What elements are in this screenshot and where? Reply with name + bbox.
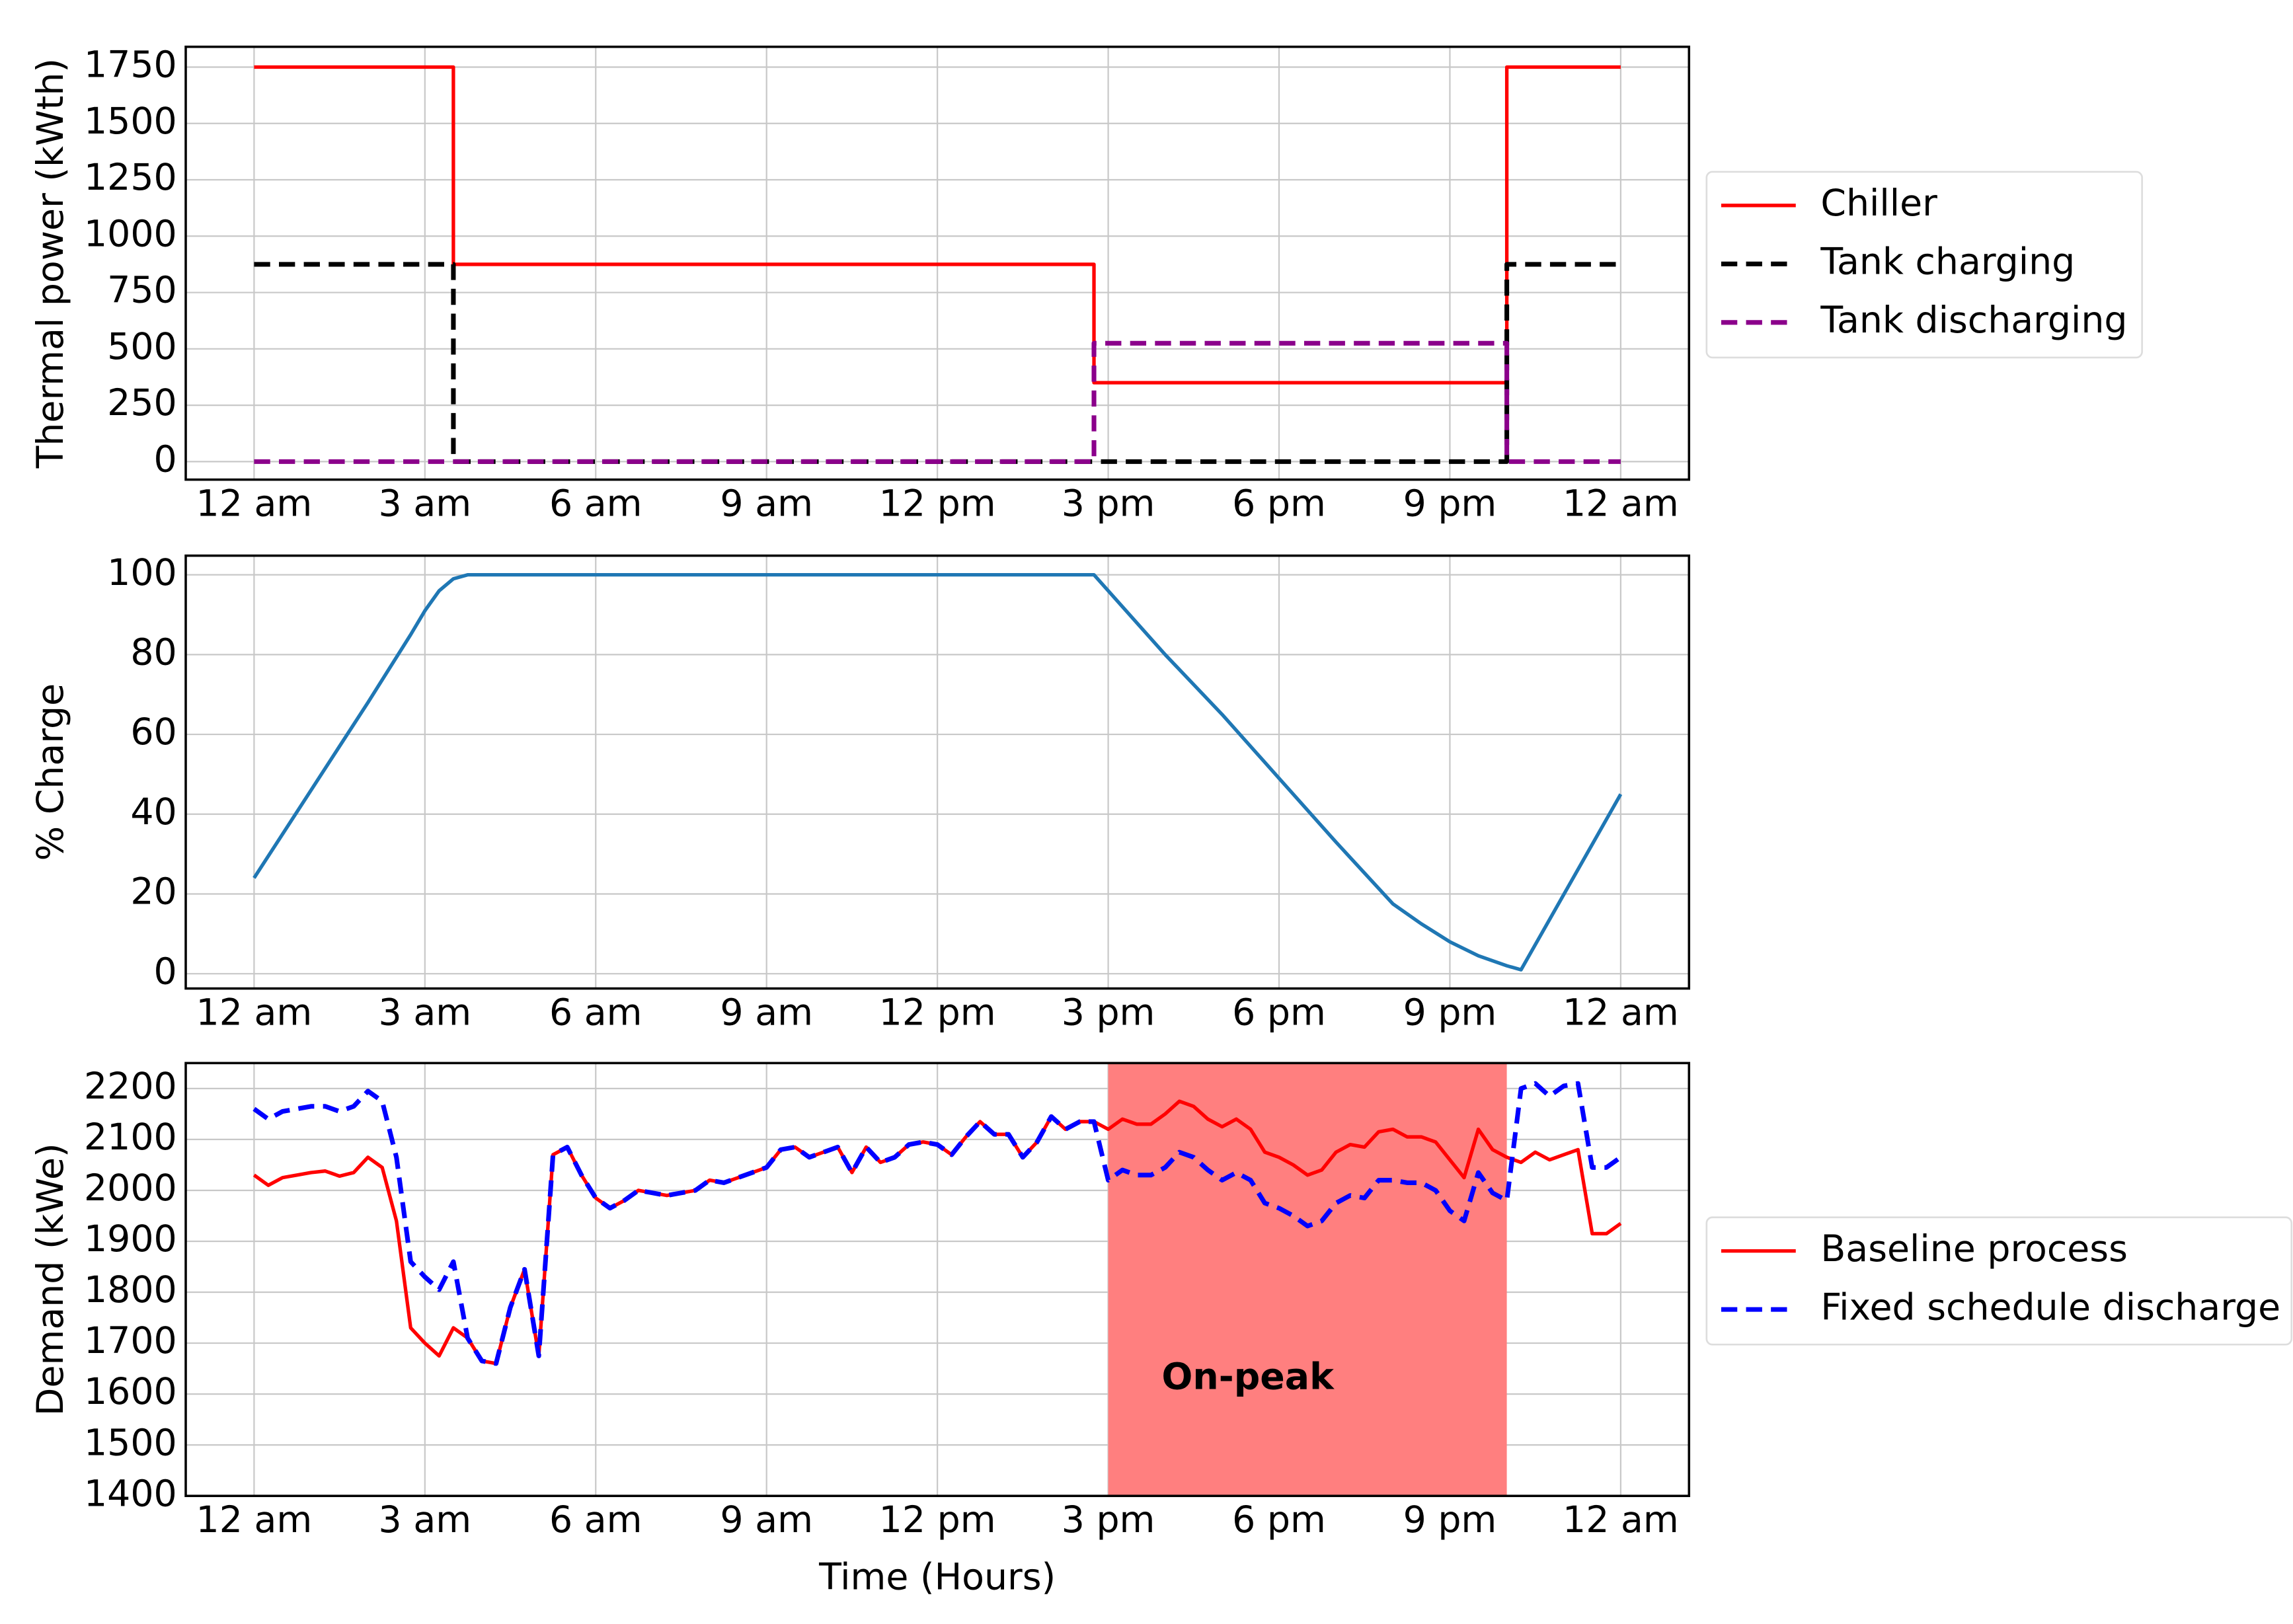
x-tick-label: 12 pm — [879, 1499, 996, 1541]
y-tick-label: 20 — [130, 871, 176, 913]
x-tick-label: 3 pm — [1062, 1499, 1155, 1541]
y-tick-label: 1000 — [84, 213, 177, 255]
y-tick-label: 0 — [154, 438, 177, 481]
legend-label: Chiller — [1820, 182, 1937, 225]
x-tick-label: 9 pm — [1403, 1499, 1497, 1541]
plot-frame — [184, 554, 1691, 990]
x-axis-label: Time (Hours) — [818, 1556, 1056, 1598]
y-tick-label: 750 — [107, 270, 177, 312]
y-tick-label: 1250 — [84, 157, 177, 199]
legend-label: Baseline process — [1820, 1228, 2128, 1270]
y-axis-label: Thermal power (kWth) — [30, 58, 72, 469]
plot-frame — [184, 46, 1691, 481]
y-tick-label: 1600 — [84, 1371, 177, 1413]
legend-label: Tank charging — [1820, 241, 2075, 283]
y-tick-label: 2100 — [84, 1116, 177, 1159]
y-axis-label: Demand (kWe) — [30, 1143, 72, 1416]
x-tick-label: 6 am — [549, 1499, 642, 1541]
y-tick-label: 60 — [130, 711, 176, 754]
x-tick-label: 12 am — [196, 483, 313, 525]
x-tick-label: 3 am — [379, 1499, 472, 1541]
legend-label: Fixed schedule discharge — [1820, 1286, 2280, 1329]
x-tick-label: 12 am — [1563, 483, 1679, 525]
series-line — [253, 572, 1623, 972]
y-axis-label: % Charge — [30, 683, 72, 861]
y-tick-label: 80 — [130, 631, 176, 674]
x-tick-label: 9 pm — [1403, 483, 1497, 525]
x-tick-label: 3 am — [379, 991, 472, 1034]
x-tick-label: 6 pm — [1232, 991, 1326, 1034]
y-tick-label: 1700 — [84, 1320, 177, 1362]
x-tick-label: 12 am — [196, 991, 313, 1034]
x-tick-label: 3 pm — [1062, 483, 1155, 525]
on-peak-span — [1108, 1063, 1507, 1496]
x-tick-label: 6 am — [549, 483, 642, 525]
y-tick-label: 500 — [107, 326, 177, 368]
x-tick-label: 3 am — [379, 483, 472, 525]
x-tick-label: 12 am — [1563, 991, 1679, 1034]
x-tick-label: 3 pm — [1062, 991, 1155, 1034]
x-tick-label: 12 pm — [879, 483, 996, 525]
x-tick-label: 9 am — [720, 483, 813, 525]
legend-box — [1705, 171, 2143, 359]
y-tick-label: 2000 — [84, 1167, 177, 1210]
y-tick-label: 250 — [107, 382, 177, 424]
plot-frame — [184, 1062, 1691, 1497]
series-line — [254, 340, 1621, 464]
x-tick-label: 9 pm — [1403, 991, 1497, 1034]
y-tick-label: 2200 — [84, 1065, 177, 1108]
y-tick-label: 40 — [130, 791, 176, 833]
x-tick-label: 9 am — [720, 991, 813, 1034]
x-tick-label: 6 pm — [1232, 483, 1326, 525]
x-tick-label: 6 am — [549, 991, 642, 1034]
legend-box — [1705, 1216, 2293, 1346]
y-tick-label: 1900 — [84, 1218, 177, 1260]
x-tick-label: 12 am — [1563, 1499, 1679, 1541]
y-tick-label: 0 — [154, 950, 177, 993]
series-line — [254, 65, 1621, 385]
y-tick-label: 1750 — [84, 44, 177, 87]
y-tick-label: 100 — [107, 552, 177, 594]
series-line — [253, 1081, 1622, 1366]
y-tick-label: 1500 — [84, 100, 177, 143]
x-tick-label: 9 am — [720, 1499, 813, 1541]
legend-label: Tank discharging — [1820, 299, 2127, 342]
annotation: On-peak — [1161, 1356, 1335, 1399]
y-tick-label: 1800 — [84, 1269, 177, 1311]
x-tick-label: 12 am — [196, 1499, 313, 1541]
x-tick-label: 12 pm — [879, 991, 996, 1034]
x-tick-label: 6 pm — [1232, 1499, 1326, 1541]
series-line — [254, 262, 1621, 464]
y-tick-label: 1400 — [84, 1473, 177, 1515]
y-tick-label: 1500 — [84, 1422, 177, 1464]
